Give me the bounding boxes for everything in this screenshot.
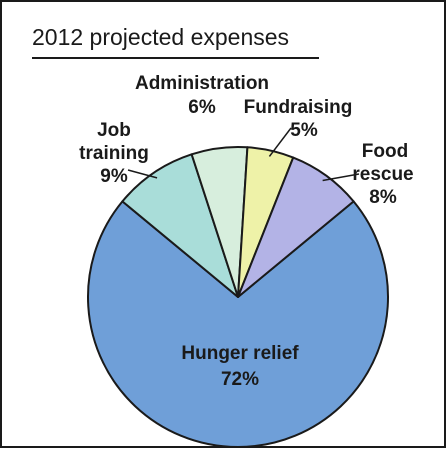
label-hunger-relief-name: Hunger relief xyxy=(181,343,299,364)
chart-title: 2012 projected expenses xyxy=(32,24,290,50)
label-food-rescue-value: 8% xyxy=(369,187,397,208)
label-administration-value: 6% xyxy=(188,97,216,118)
pie-slice-food-rescue xyxy=(237,156,355,298)
label-administration-name: Administration xyxy=(135,73,269,94)
label-food-rescue-line1: Food xyxy=(362,141,408,162)
label-job-training-line2: training xyxy=(79,143,149,164)
label-fundraising-value: 5% xyxy=(290,120,318,141)
title-underline xyxy=(32,57,319,59)
label-job-training-value: 9% xyxy=(100,166,128,187)
pie-slices xyxy=(87,146,389,448)
leader-line-job-training xyxy=(127,169,158,179)
leader-lines xyxy=(127,127,360,182)
label-hunger-relief-value: 72% xyxy=(221,369,259,390)
pie-slice-job-training xyxy=(121,153,239,298)
pie-slice-hunger-relief xyxy=(87,200,389,448)
label-fundraising-name: Fundraising xyxy=(244,97,353,118)
leader-line-food-rescue xyxy=(322,173,360,182)
leader-line-fundraising xyxy=(268,127,292,157)
label-food-rescue-line2: rescue xyxy=(352,164,413,185)
label-job-training-line1: Job xyxy=(97,120,131,141)
